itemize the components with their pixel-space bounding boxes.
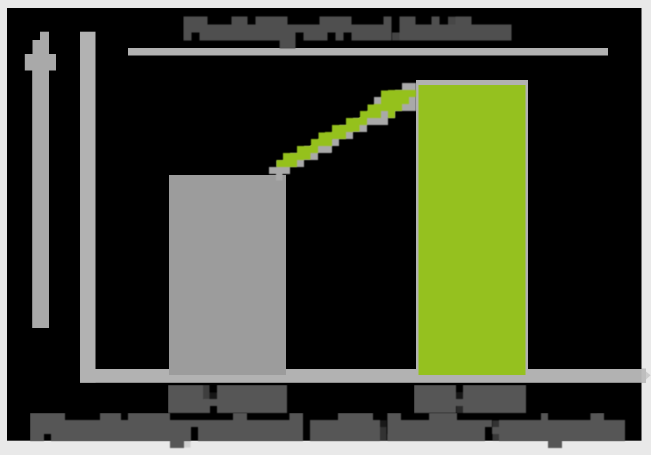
svg-text:Q1-2023: Q1-2023 bbox=[168, 381, 286, 416]
svg-text:Flexibility raised with better: Flexibility raised with better outputs bbox=[32, 410, 624, 446]
svg-text:Q3-2024: Q3-2024 bbox=[416, 381, 525, 416]
svg-text:Flexibility of Pool Solutions: Flexibility of Pool Solutions bbox=[183, 14, 512, 47]
